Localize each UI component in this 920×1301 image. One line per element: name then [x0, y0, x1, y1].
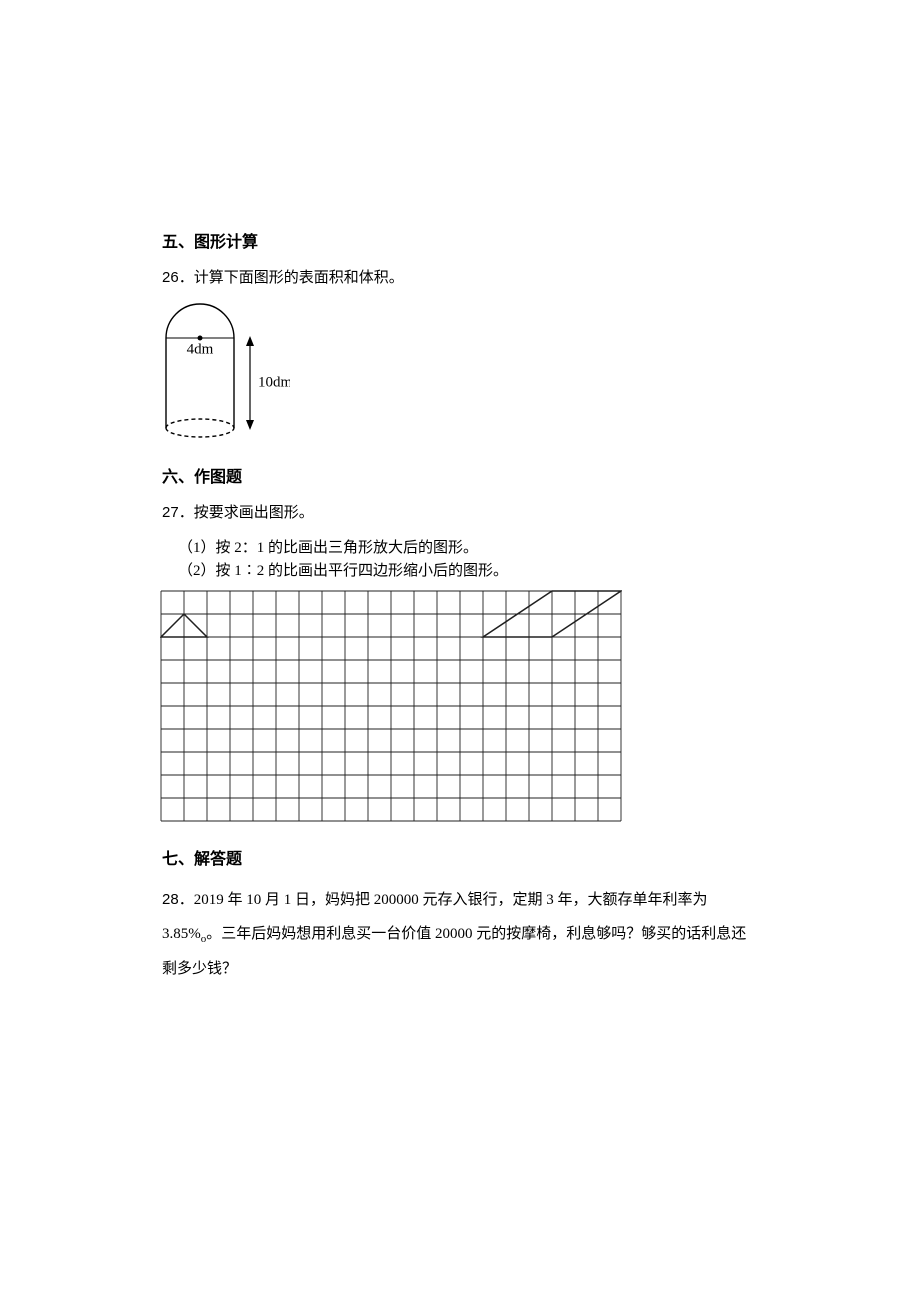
q26-text: ．计算下面图形的表面积和体积。 [179, 270, 404, 286]
q26-figure: 4dm 10dm [160, 302, 758, 447]
q27-number: 27 [162, 504, 179, 521]
q27-sub1: （1）按 2：1 的比画出三角形放大后的图形。 [178, 537, 758, 560]
q28-text-d: 剩多少钱？ [162, 961, 237, 977]
q28-number: 28 [162, 891, 179, 908]
q28-text-a: ．2019 年 10 月 1 日，妈妈把 200000 元存入银行，定期 3 年… [179, 892, 708, 908]
section-7-heading: 七、解答题 [162, 845, 758, 869]
section-6-heading: 六、作图题 [162, 463, 758, 487]
svg-text:10dm: 10dm [258, 374, 290, 390]
svg-text:4dm: 4dm [187, 342, 214, 358]
q27-sub2: （2）按 1∶2 的比画出平行四边形缩小后的图形。 [178, 560, 758, 583]
q28-text-b: 3.85% [162, 926, 201, 942]
q27-text: ．按要求画出图形。 [179, 505, 314, 521]
question-28: 28．2019 年 10 月 1 日，妈妈把 200000 元存入银行，定期 3… [162, 883, 758, 987]
q27-grid [160, 590, 758, 827]
question-26: 26．计算下面图形的表面积和体积。 [162, 266, 758, 290]
q26-number: 26 [162, 269, 179, 286]
question-27: 27．按要求画出图形。 [162, 501, 758, 525]
section-5-heading: 五、图形计算 [162, 228, 758, 252]
q28-text-c: 。三年后妈妈想用利息买一台价值 20000 元的按摩椅，利息够吗？够买的话利息还 [206, 926, 746, 942]
